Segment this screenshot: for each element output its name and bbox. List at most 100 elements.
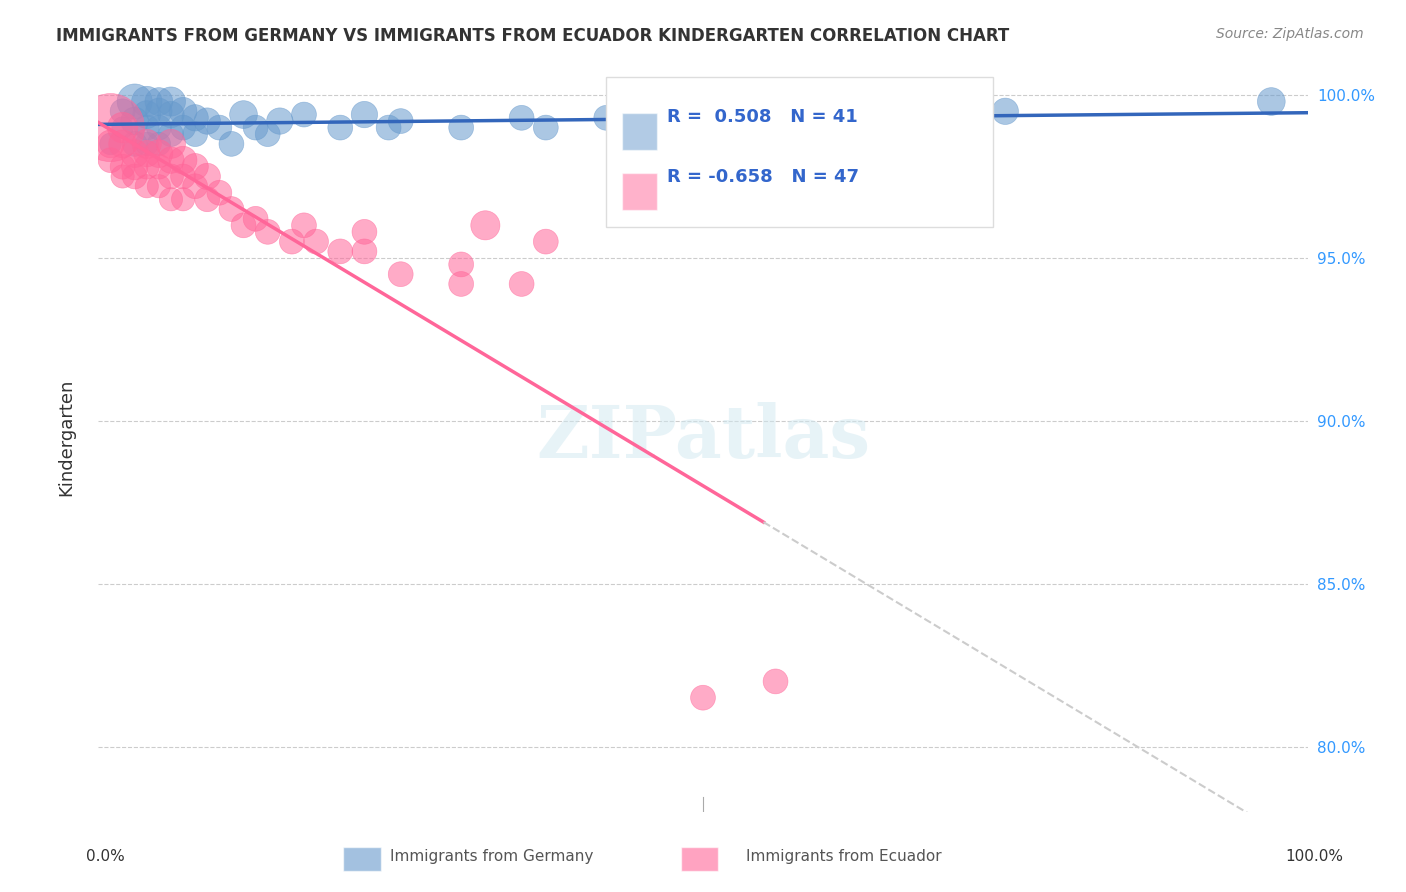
Point [148, 160, 170, 174]
Point [292, 219, 315, 233]
Point [124, 169, 146, 184]
Point [281, 235, 304, 249]
Point [221, 202, 243, 216]
Text: Immigrants from Ecuador: Immigrants from Ecuador [745, 849, 942, 863]
Point [994, 104, 1017, 119]
Point [111, 120, 134, 135]
Point [172, 169, 194, 184]
Text: IMMIGRANTS FROM GERMANY VS IMMIGRANTS FROM ECUADOR KINDERGARTEN CORRELATION CHAR: IMMIGRANTS FROM GERMANY VS IMMIGRANTS FR… [56, 27, 1010, 45]
Point [135, 95, 157, 109]
Point [148, 120, 170, 135]
Point [172, 104, 194, 119]
Point [184, 179, 207, 194]
Point [148, 95, 170, 109]
Point [100, 136, 122, 151]
Point [111, 120, 134, 135]
Point [111, 169, 134, 184]
Point [135, 136, 157, 151]
Point [1260, 95, 1282, 109]
Point [160, 107, 183, 121]
Point [305, 235, 328, 249]
Point [124, 95, 146, 109]
Point [135, 136, 157, 151]
FancyBboxPatch shape [621, 173, 657, 210]
Point [329, 120, 352, 135]
Point [135, 146, 157, 161]
Point [292, 107, 315, 121]
Point [160, 127, 183, 141]
Point [111, 104, 134, 119]
Point [184, 127, 207, 141]
Point [813, 120, 835, 135]
Point [124, 160, 146, 174]
Point [148, 104, 170, 119]
Point [160, 153, 183, 168]
Text: Source: ZipAtlas.com: Source: ZipAtlas.com [1216, 27, 1364, 41]
Point [124, 146, 146, 161]
Point [221, 136, 243, 151]
Point [765, 674, 787, 689]
Text: 0.0%: 0.0% [86, 849, 125, 863]
Point [100, 120, 122, 135]
Point [474, 219, 496, 233]
FancyBboxPatch shape [681, 847, 718, 871]
Point [595, 111, 617, 125]
Point [269, 114, 291, 128]
Point [256, 127, 278, 141]
Point [245, 211, 267, 226]
FancyBboxPatch shape [343, 847, 381, 871]
Point [534, 235, 557, 249]
Point [160, 192, 183, 206]
Point [195, 192, 218, 206]
Point [184, 160, 207, 174]
Point [160, 95, 183, 109]
Point [135, 179, 157, 194]
Point [148, 179, 170, 194]
Point [124, 136, 146, 151]
Point [111, 136, 134, 151]
Point [135, 107, 157, 121]
Point [510, 111, 533, 125]
Text: 100.0%: 100.0% [1285, 849, 1344, 863]
Point [389, 267, 412, 281]
Point [124, 114, 146, 128]
Point [135, 120, 157, 135]
FancyBboxPatch shape [606, 78, 993, 227]
Point [450, 277, 472, 291]
Point [353, 107, 375, 121]
Point [195, 169, 218, 184]
Point [208, 186, 231, 200]
Point [148, 136, 170, 151]
Point [692, 120, 714, 135]
Y-axis label: Kindergarten: Kindergarten [56, 378, 75, 496]
Point [256, 225, 278, 239]
Text: R =  0.508   N = 41: R = 0.508 N = 41 [666, 109, 858, 127]
Point [450, 257, 472, 271]
Point [245, 120, 267, 135]
Point [450, 120, 472, 135]
Point [195, 114, 218, 128]
Point [148, 146, 170, 161]
Text: Immigrants from Germany: Immigrants from Germany [391, 849, 593, 863]
Point [377, 120, 399, 135]
Point [692, 690, 714, 705]
Point [135, 160, 157, 174]
Text: ZIPatlas: ZIPatlas [536, 401, 870, 473]
Text: R = -0.658   N = 47: R = -0.658 N = 47 [666, 169, 859, 186]
Point [329, 244, 352, 259]
Point [111, 160, 134, 174]
Point [353, 244, 375, 259]
Point [232, 107, 254, 121]
Point [160, 136, 183, 151]
Point [172, 192, 194, 206]
Point [160, 169, 183, 184]
Point [389, 114, 412, 128]
FancyBboxPatch shape [621, 113, 657, 150]
Point [100, 136, 122, 151]
Point [100, 153, 122, 168]
Point [353, 225, 375, 239]
Point [510, 277, 533, 291]
Point [232, 219, 254, 233]
Point [534, 120, 557, 135]
Point [184, 111, 207, 125]
